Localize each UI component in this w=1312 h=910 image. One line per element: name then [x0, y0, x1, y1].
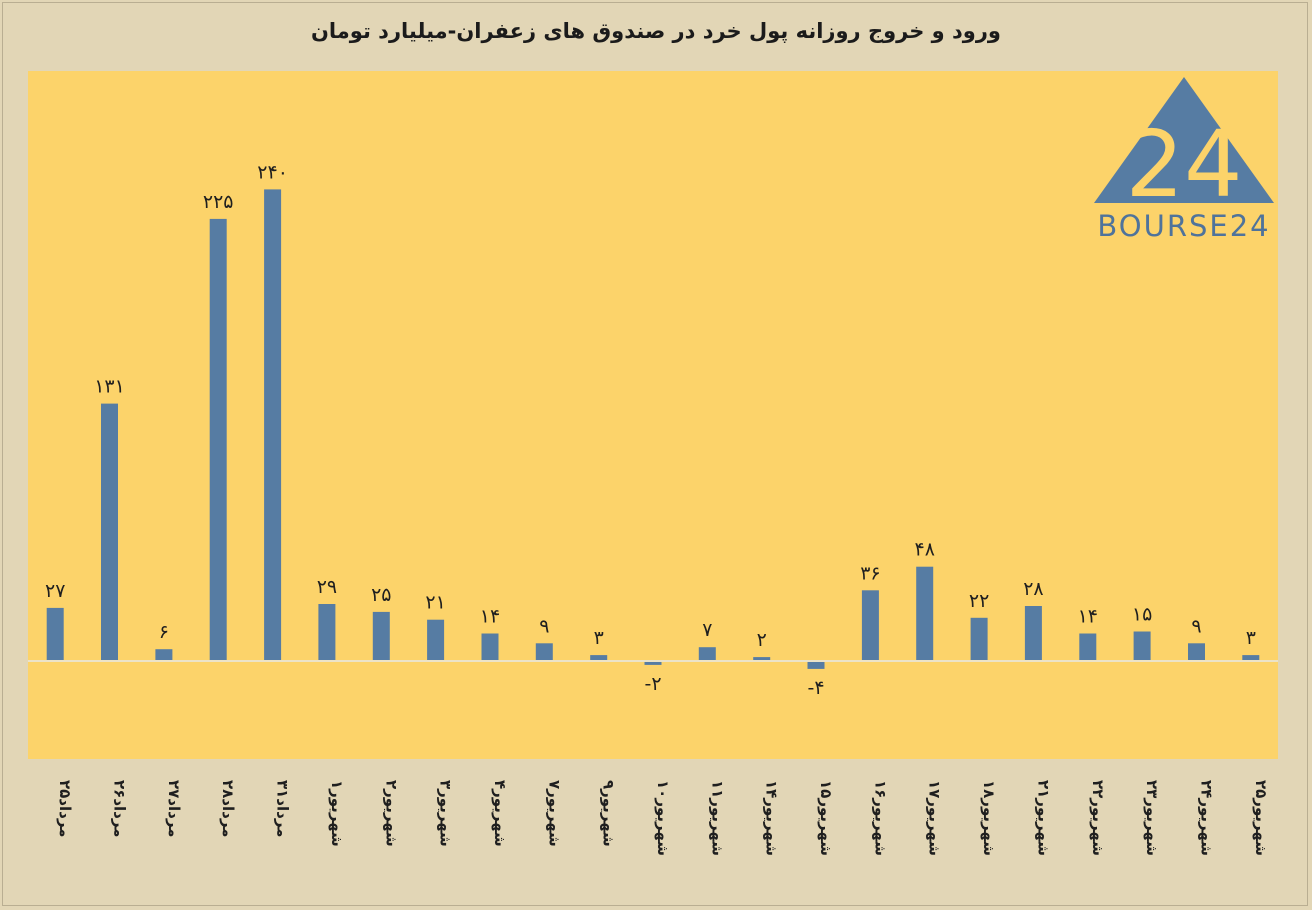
category-label-10: ۷شهریور	[545, 780, 563, 847]
bar-3	[155, 649, 173, 661]
bar-12	[644, 661, 662, 665]
data-label-23: ۳	[1246, 627, 1256, 649]
data-label-15: -۴	[807, 677, 824, 699]
data-label-7: ۲۵	[371, 584, 391, 606]
logo-mark: 24	[1125, 111, 1242, 218]
data-label-22: ۹	[1191, 615, 1201, 637]
category-label-1: ۲۵مرداد	[56, 780, 74, 837]
category-label-2: ۲۶مرداد	[111, 780, 129, 837]
triangle-logo-icon: 24	[1094, 77, 1274, 218]
plot-area	[28, 71, 1278, 759]
data-label-8: ۲۱	[425, 592, 445, 614]
bourse24-logo: 24 BOURSE24	[1094, 77, 1274, 243]
bar-5	[264, 189, 282, 661]
category-label-9: ۴شهریور	[491, 780, 509, 847]
category-label-5: ۳۱مرداد	[274, 780, 292, 837]
category-label-11: ۹شهریور	[600, 780, 618, 847]
category-label-22: ۲۴شهریور	[1198, 780, 1216, 856]
bar-18	[970, 617, 988, 661]
data-label-19: ۲۸	[1023, 578, 1043, 600]
bar-14	[753, 657, 771, 661]
bar-15	[807, 661, 825, 669]
bar-17	[916, 566, 934, 661]
data-label-6: ۲۹	[317, 576, 337, 598]
data-label-21: ۱۵	[1132, 604, 1152, 626]
data-label-9: ۱۴	[480, 606, 500, 628]
data-label-16: ۳۶	[860, 562, 880, 584]
data-label-12: -۲	[644, 673, 661, 695]
bar-7	[372, 611, 390, 661]
bar-20	[1079, 633, 1097, 661]
category-label-20: ۲۲شهریور	[1089, 780, 1107, 856]
data-label-17: ۴۸	[914, 539, 934, 561]
category-label-21: ۲۳شهریور	[1143, 780, 1161, 856]
category-label-6: ۱شهریور	[328, 780, 346, 847]
data-label-1: ۲۷	[45, 580, 65, 602]
category-label-23: ۲۵شهریور	[1252, 780, 1270, 856]
data-label-2: ۱۳۱	[94, 376, 125, 398]
bar-4	[209, 218, 227, 661]
data-label-5: ۲۴۰	[257, 161, 288, 183]
category-label-12: ۱۰شهریور	[654, 780, 672, 856]
bar-13	[698, 647, 716, 661]
data-label-18: ۲۲	[969, 590, 989, 612]
data-label-4: ۲۲۵	[203, 191, 234, 213]
category-label-13: ۱۱شهریور	[708, 780, 726, 856]
bar-16	[861, 590, 879, 661]
bar-22	[1188, 643, 1205, 661]
bar-9	[481, 633, 499, 661]
logo-wordmark: BOURSE24	[1097, 209, 1270, 243]
bar-21	[1133, 631, 1151, 661]
bar-8	[427, 619, 445, 661]
chart-title: ورود و خروج روزانه پول خرد در صندوق های …	[311, 19, 1001, 43]
bar-6	[318, 604, 336, 661]
category-label-16: ۱۶شهریور	[871, 780, 889, 856]
category-label-7: ۲شهریور	[382, 780, 400, 847]
category-label-18: ۱۸شهریور	[980, 780, 998, 856]
bar-1	[46, 607, 64, 661]
category-label-19: ۲۱شهریور	[1034, 780, 1052, 856]
bar-23	[1242, 655, 1260, 661]
bar-2	[101, 403, 118, 661]
data-label-20: ۱۴	[1078, 606, 1098, 628]
category-label-17: ۱۷شهریور	[926, 780, 944, 856]
category-label-8: ۳شهریور	[437, 780, 455, 847]
data-label-11: ۳	[594, 627, 604, 649]
category-label-4: ۲۸مرداد	[219, 780, 237, 837]
bar-10	[535, 643, 553, 661]
category-label-14: ۱۴شهریور	[763, 780, 781, 856]
data-label-10: ۹	[539, 615, 549, 637]
bar-11	[590, 655, 608, 661]
bar-19	[1024, 606, 1042, 661]
data-label-14: ۲	[757, 629, 767, 651]
category-label-15: ۱۵شهریور	[817, 780, 835, 856]
category-label-3: ۲۷مرداد	[165, 780, 183, 837]
data-label-3: ۶	[159, 621, 169, 643]
data-label-13: ۷	[702, 619, 712, 641]
